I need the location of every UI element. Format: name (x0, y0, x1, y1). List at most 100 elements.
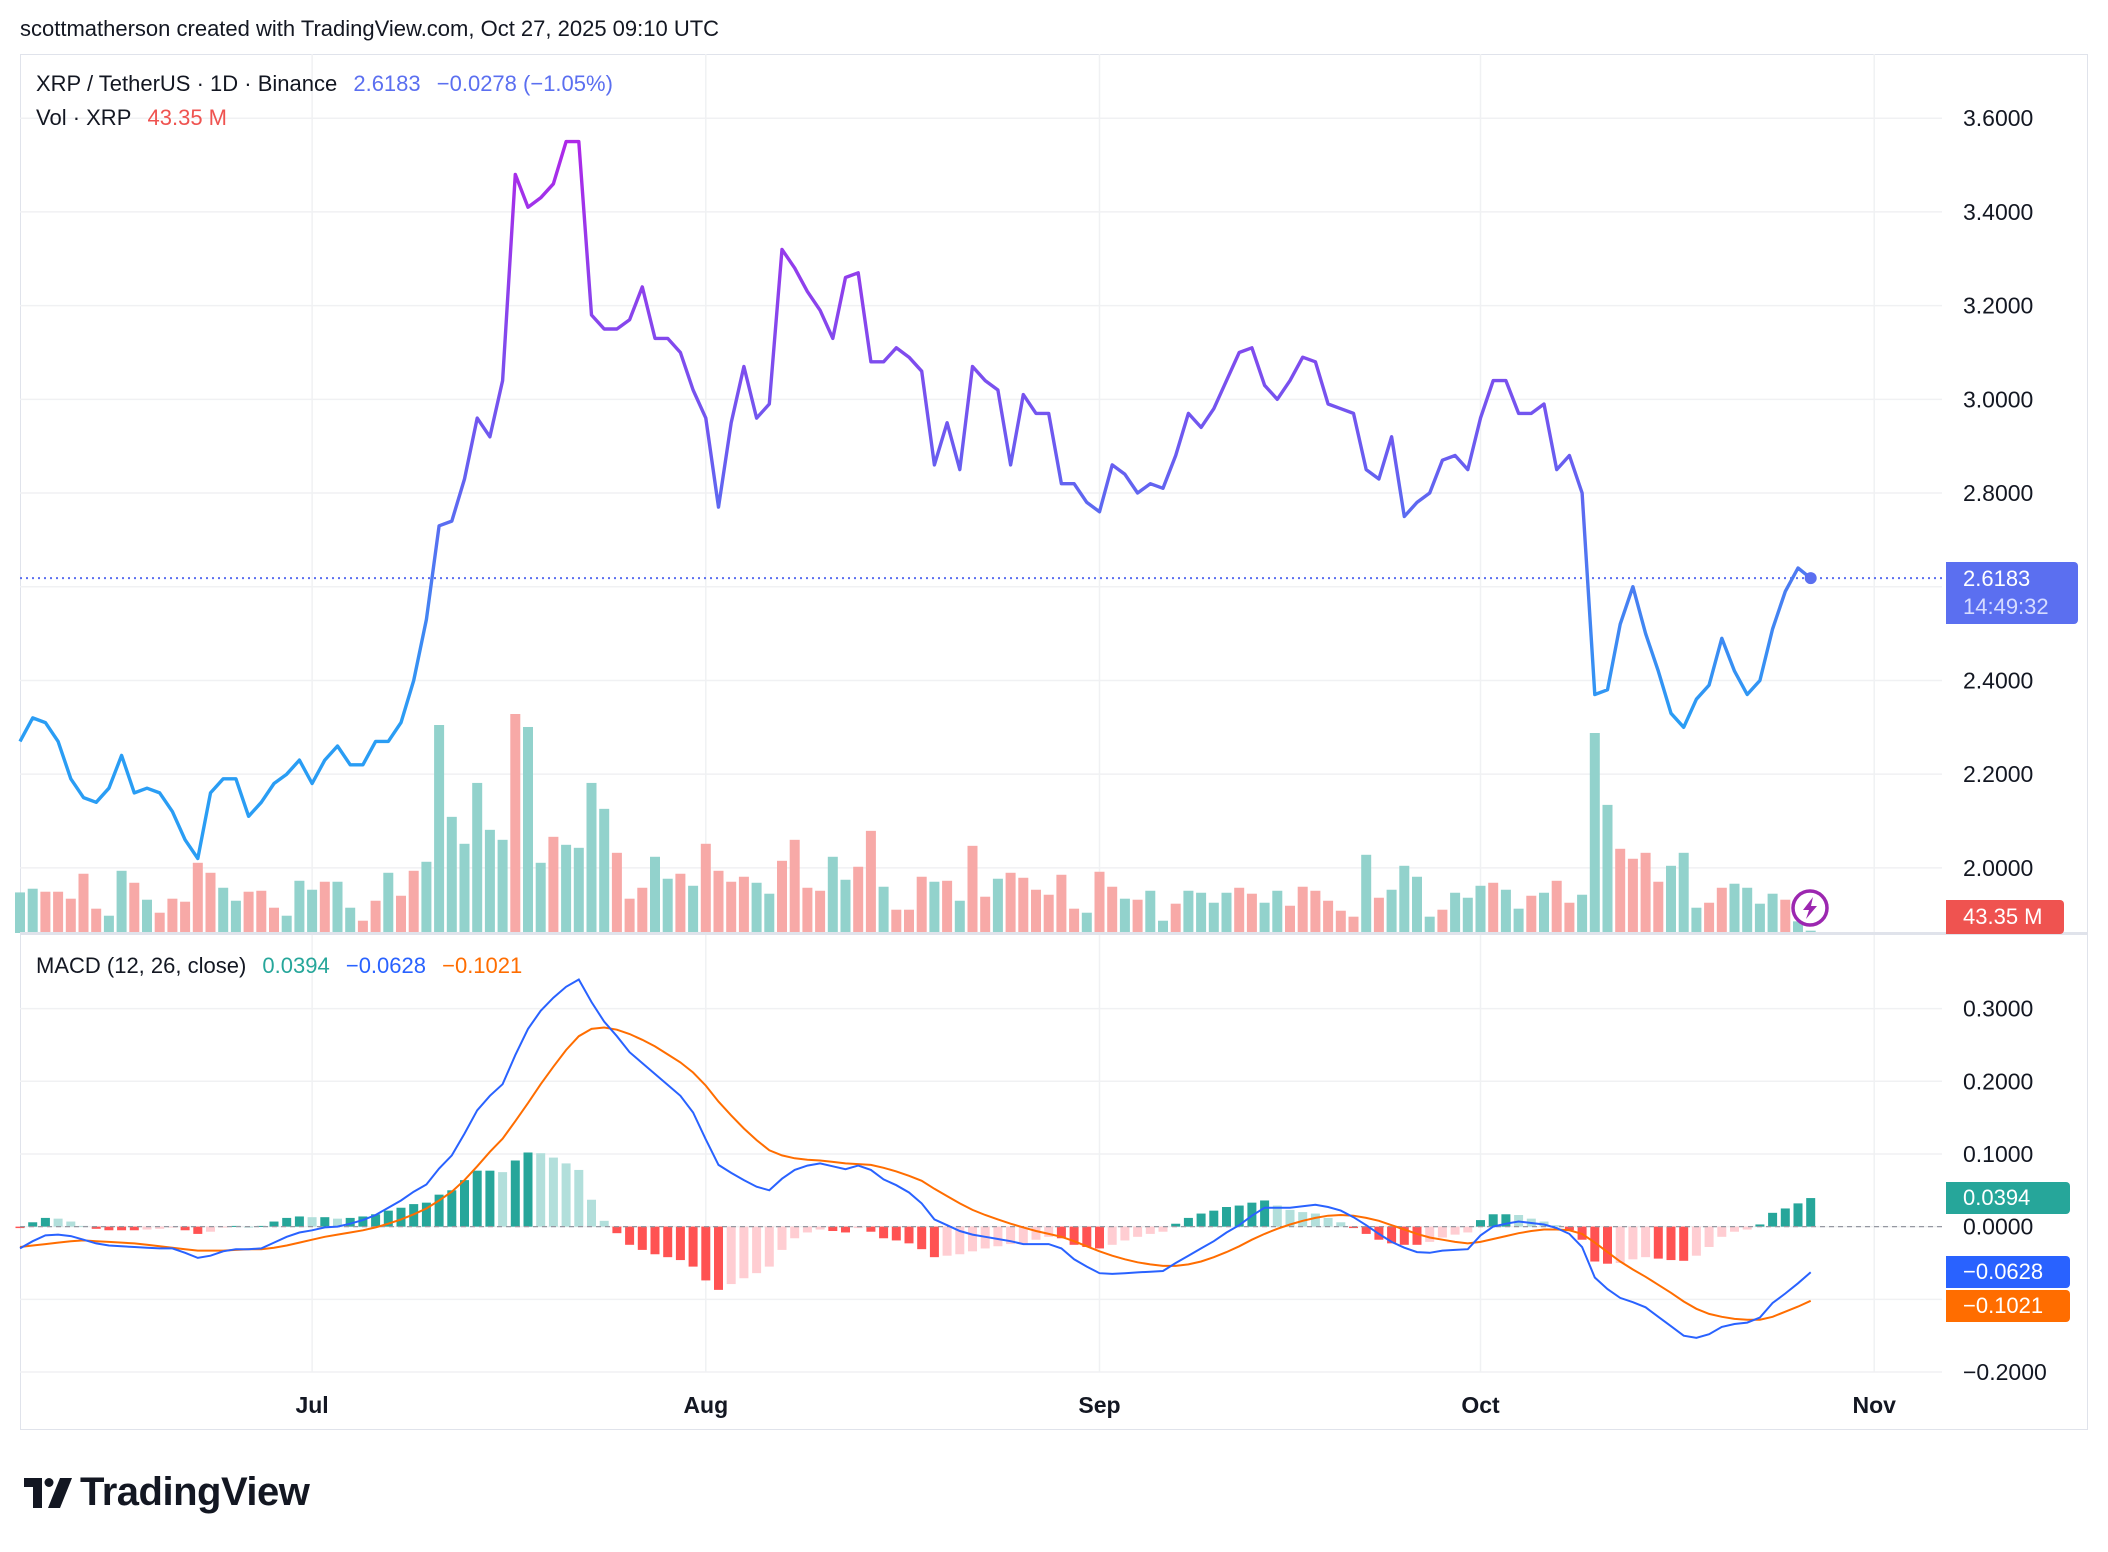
volume-bar (561, 844, 572, 933)
volume-bar (332, 881, 343, 933)
tradingview-logo-icon (24, 1477, 72, 1508)
macd-histogram-bar (1704, 1226, 1714, 1247)
volume-bar (840, 879, 851, 933)
macd-histogram-bar (714, 1226, 723, 1290)
macd-hist-badge: 0.0394 (1946, 1182, 2070, 1215)
volume-bar (637, 887, 648, 933)
volume-bar (129, 882, 140, 933)
macd-histogram-bar (1806, 1198, 1816, 1227)
macd-histogram-bar (66, 1221, 76, 1227)
volume-bar (1081, 912, 1092, 933)
macd-histogram-bar (28, 1222, 38, 1227)
volume-bar (675, 873, 686, 933)
volume-bar (510, 714, 521, 933)
volume-bar (1450, 892, 1461, 933)
volume-bar (586, 782, 597, 933)
macd-histogram-bar (218, 1226, 228, 1228)
macd-histogram-bar (1488, 1214, 1498, 1227)
macd-histogram-bar (536, 1153, 546, 1227)
volume-bar (624, 898, 635, 933)
volume-bar (1310, 890, 1321, 933)
macd-signal-value: −0.1021 (442, 953, 523, 978)
volume-bar (1475, 885, 1486, 933)
volume-bar (1259, 902, 1270, 933)
macd-histogram-bar (1780, 1208, 1790, 1227)
volume-bar (91, 908, 102, 933)
macd-histogram-bar (548, 1157, 558, 1227)
price-tick-label: 3.6000 (1963, 105, 2033, 131)
volume-badge: 43.35 M (1946, 900, 2064, 934)
macd-histogram-bar (1463, 1226, 1473, 1233)
macd-legend[interactable]: MACD (12, 26, close) 0.0394 −0.0628 −0.1… (36, 953, 532, 979)
volume-bar (1615, 848, 1626, 933)
volume-bar (281, 915, 292, 933)
volume-bar (40, 891, 51, 933)
macd-histogram-bar (129, 1226, 139, 1231)
macd-histogram-bar (1323, 1217, 1333, 1227)
volume-bar (1704, 902, 1715, 933)
alert-button[interactable] (1791, 889, 1829, 927)
macd-histogram-bar (40, 1217, 50, 1227)
volume-legend[interactable]: Vol · XRP 43.35 M (36, 105, 237, 131)
macd-histogram-bar (345, 1217, 355, 1227)
macd-histogram-bar (307, 1217, 317, 1227)
volume-bar (1246, 893, 1257, 933)
volume-bar (1132, 899, 1143, 933)
symbol-legend[interactable]: XRP / TetherUS · 1D · Binance 2.6183 −0.… (36, 71, 623, 97)
chart-frame (20, 54, 2088, 1430)
macd-histogram-bar (891, 1226, 901, 1241)
macd-histogram-bar (447, 1190, 457, 1227)
macd-hist-value: 0.0394 (262, 953, 330, 978)
volume-bar (700, 843, 711, 933)
volume-bar (802, 887, 813, 933)
macd-tick-label: −0.2000 (1963, 1359, 2047, 1385)
macd-histogram-bar (1437, 1226, 1447, 1238)
macd-histogram-bar (1310, 1213, 1320, 1227)
volume-bar (1297, 886, 1308, 933)
macd-histogram-bar (1260, 1200, 1270, 1227)
macd-histogram-bar (231, 1225, 241, 1227)
macd-histogram-bar (104, 1226, 114, 1231)
macd-histogram-bar (650, 1226, 660, 1255)
volume-bar (662, 878, 673, 933)
volume-bar (688, 885, 699, 933)
volume-bar (1742, 887, 1753, 933)
macd-histogram-bar (383, 1210, 393, 1227)
macd-histogram-bar (841, 1226, 850, 1233)
macd-histogram-bar (726, 1226, 736, 1285)
tradingview-logo[interactable]: TradingView (24, 1470, 310, 1515)
volume-bar (1488, 882, 1499, 933)
macd-histogram-bar (688, 1226, 698, 1267)
macd-histogram-bar (1450, 1226, 1460, 1235)
volume-bar (726, 881, 737, 933)
macd-histogram-bar (1082, 1226, 1092, 1247)
macd-histogram-bar (256, 1225, 266, 1227)
macd-histogram-bar (1564, 1226, 1574, 1231)
macd-histogram-bar (879, 1226, 889, 1239)
volume-bar (738, 876, 749, 933)
volume-bar (865, 830, 876, 933)
volume-bar (1653, 881, 1664, 933)
macd-tick-label: 0.0000 (1963, 1214, 2033, 1240)
macd-axis: 0.3000 0.2000 0.1000 0.0000 −0.2000 (1963, 996, 2047, 1385)
macd-histogram-bar (1412, 1226, 1422, 1245)
volume-bar (1119, 898, 1130, 933)
macd-title: MACD (12, 26, close) (36, 953, 247, 978)
volume-bar (942, 880, 953, 933)
volume-bar (980, 896, 991, 933)
volume-bar (167, 898, 178, 933)
macd-histogram-bar (371, 1214, 381, 1227)
price-tick-label: 2.2000 (1963, 761, 2033, 787)
time-tick-label: Jul (295, 1392, 328, 1418)
volume-bar (1158, 920, 1168, 933)
volume-bar (1691, 907, 1702, 933)
volume-bar (1729, 883, 1740, 933)
macd-histogram-bar (1133, 1226, 1143, 1237)
volume-bar (967, 845, 978, 933)
volume-bar (357, 920, 368, 933)
macd-histogram (15, 1152, 1816, 1290)
volume-bar (1500, 889, 1511, 933)
macd-histogram-bar (180, 1226, 190, 1231)
price-line (18, 139, 1812, 861)
